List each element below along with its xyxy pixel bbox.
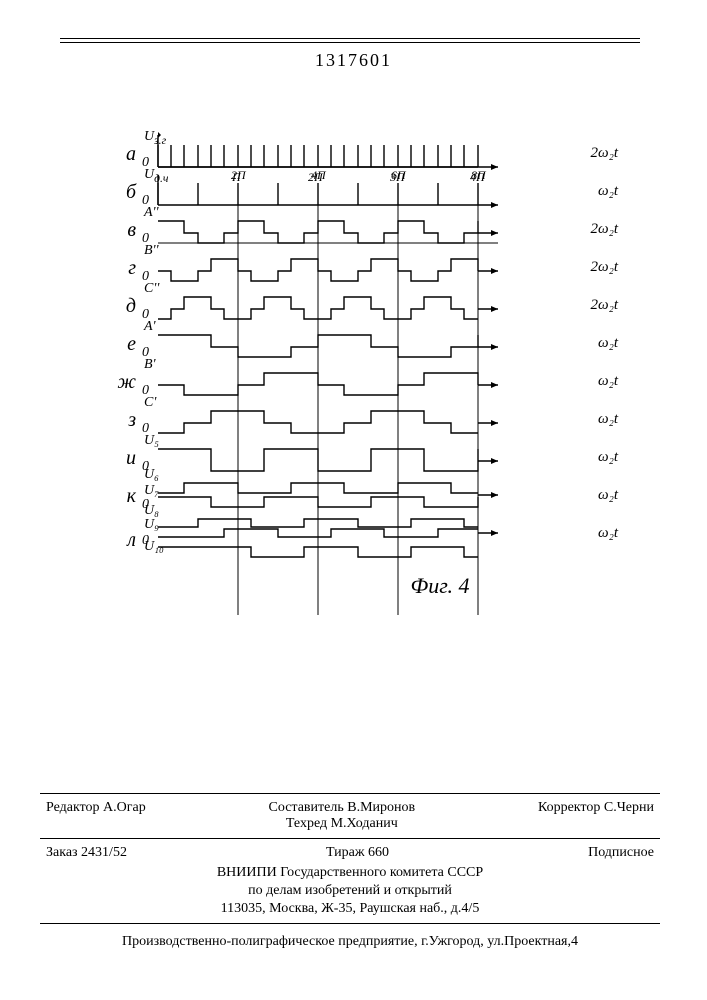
row-label: б	[110, 181, 140, 204]
axis-label: ω₂t	[598, 449, 618, 466]
axis-label: 2ω₂t	[591, 221, 618, 238]
row-label: к	[110, 485, 140, 508]
zero-label: 0	[142, 533, 149, 549]
signal-label: B'	[144, 357, 156, 373]
waveform	[158, 477, 498, 515]
editor: Редактор А.Огар	[46, 800, 146, 832]
axis-label: 2ω₂t	[591, 297, 618, 314]
tech: Техред М.Ходанич	[286, 816, 398, 831]
svg-text:2П: 2П	[308, 170, 324, 184]
row-e: е A' 0 ω₂t	[110, 325, 610, 363]
waveform	[158, 249, 498, 287]
row-v: в A'' 0 2ω₂t	[110, 211, 610, 249]
footer-block: Редактор А.Огар Составитель В.Миронов Те…	[40, 787, 660, 930]
waveform	[158, 401, 498, 439]
signal-label: A'	[144, 319, 156, 335]
org1: ВНИИПИ Государственного комитета СССР	[40, 865, 660, 881]
row-label: ж	[110, 371, 140, 394]
signal-label: U₆	[144, 467, 159, 483]
row-label: и	[110, 447, 140, 470]
axis-label: ω₂t	[598, 411, 618, 428]
svg-text:3П: 3П	[389, 170, 406, 184]
row-z: з C' 0 ω₂t	[110, 401, 610, 439]
row-d: д C'' 0 2ω₂t	[110, 287, 610, 325]
signal-label: U₅	[144, 433, 159, 449]
axis-label: ω₂t	[598, 525, 618, 542]
axis-label: 2ω₂t	[591, 145, 618, 162]
page: 1317601 а Uз.г 0	[0, 0, 707, 1000]
bottom-line: Производственно-полиграфическое предприя…	[40, 934, 660, 950]
svg-text:4П: 4П	[470, 170, 486, 184]
waveform	[158, 211, 498, 249]
row-a: а Uз.г 0	[110, 135, 610, 173]
row-zh: ж B' 0 ω₂t	[110, 363, 610, 401]
waveform: 2П4П6П8П	[158, 135, 498, 173]
axis-label: ω₂t	[598, 487, 618, 504]
row-label: е	[110, 333, 140, 356]
axis-label: ω₂t	[598, 183, 618, 200]
row-label: в	[110, 219, 140, 242]
waveform	[158, 325, 498, 363]
row-label: а	[110, 143, 140, 166]
document-number: 1317601	[0, 50, 707, 71]
waveform	[158, 287, 498, 325]
org2: по делам изобретений и открытий	[40, 883, 660, 899]
compiler: Составитель В.Миронов	[269, 800, 416, 815]
signal-label: B''	[144, 243, 159, 259]
axis-label: ω₂t	[598, 373, 618, 390]
axis-label: ω₂t	[598, 335, 618, 352]
waveform	[158, 363, 498, 401]
row-i: и U₅ 0 ω₂t	[110, 439, 610, 477]
signal-label: A''	[144, 205, 159, 221]
addr: 113035, Москва, Ж-35, Раушская наб., д.4…	[40, 901, 660, 917]
top-rule-2	[60, 42, 640, 43]
waveform	[158, 515, 498, 565]
sub: Подписное	[588, 845, 654, 861]
corrector: Корректор С.Черни	[538, 800, 654, 832]
row-b: б Uд.ч 0 П2П3П4П ω₂t	[110, 173, 610, 211]
axis-label: 2ω₂t	[591, 259, 618, 276]
waveform: П 2П 3П 4П	[158, 173, 498, 211]
svg-text:П: П	[231, 170, 242, 184]
tirage: Тираж 660	[326, 845, 389, 861]
signal-label: C'	[144, 395, 156, 411]
signal-label-2: U₉	[144, 517, 159, 533]
row-label: д	[110, 295, 140, 318]
waveform	[158, 439, 498, 477]
row-k: к U₆ U₇ 0 ω₂t	[110, 477, 610, 515]
row-label: з	[110, 409, 140, 432]
row-l: л U₈ U₉ U₁₀ 0 ω₂t	[110, 515, 610, 565]
figure-caption: Фиг. 4	[270, 573, 610, 599]
row-label: г	[110, 257, 140, 280]
row-label: л	[110, 529, 140, 552]
timing-diagram: а Uз.г 0	[110, 135, 610, 599]
row-g: г B'' 0 2ω₂t	[110, 249, 610, 287]
order: Заказ 2431/52	[46, 845, 127, 861]
top-rule-1	[60, 38, 640, 39]
